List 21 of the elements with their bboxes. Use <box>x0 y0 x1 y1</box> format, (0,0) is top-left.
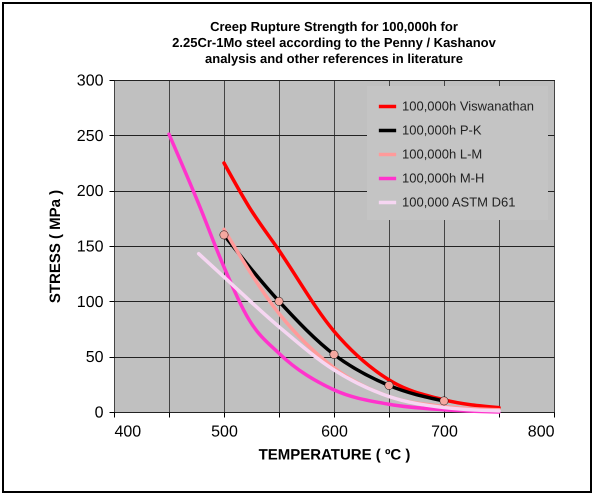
y-tick-label: 150 <box>76 238 104 256</box>
x-tick-label: 800 <box>528 424 555 440</box>
y-tick-label: 0 <box>94 404 104 422</box>
y-tick-label: 250 <box>76 128 104 145</box>
legend-label: 100,000h P-K <box>402 122 482 138</box>
legend-label: 100,000h L-M <box>402 146 482 162</box>
line-series <box>196 252 501 413</box>
legend-label: 100,000h Viswanathan <box>402 98 534 114</box>
x-tick-label: 500 <box>211 424 238 440</box>
y-tick-label: 300 <box>76 72 104 90</box>
chart-title: Creep Rupture Strength for 100,000h for 2.25Cr-1Mo steel according to the Penny / Kashanov analysis and other references in literature <box>172 19 497 66</box>
y-tick-label: 200 <box>76 183 104 200</box>
legend-label: 100,000 ASTM D61 <box>402 194 516 210</box>
y-tick-label: 50 <box>86 349 104 366</box>
y-tick-label: 100 <box>76 294 104 311</box>
x-axis-title: TEMPERATURE ( ºC ) <box>258 446 410 464</box>
x-tick-label: 600 <box>321 424 348 440</box>
x-tick-label: 400 <box>114 424 142 440</box>
y-axis-title: STRESS ( MPa ) <box>46 190 64 304</box>
x-tick-label: 700 <box>431 424 458 440</box>
legend-label: 100,000h M-H <box>402 170 484 186</box>
